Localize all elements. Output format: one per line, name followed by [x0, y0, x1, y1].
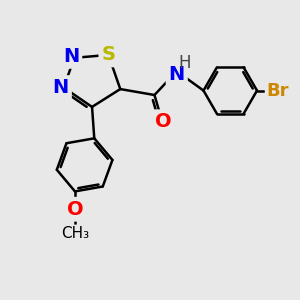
- Text: H: H: [179, 54, 191, 72]
- Text: CH₃: CH₃: [61, 226, 89, 241]
- Text: N: N: [53, 78, 69, 97]
- Text: S: S: [101, 45, 116, 64]
- Text: N: N: [169, 65, 185, 84]
- Text: O: O: [155, 112, 172, 131]
- Text: N: N: [63, 47, 80, 66]
- Text: O: O: [67, 200, 83, 219]
- Text: Br: Br: [267, 82, 289, 100]
